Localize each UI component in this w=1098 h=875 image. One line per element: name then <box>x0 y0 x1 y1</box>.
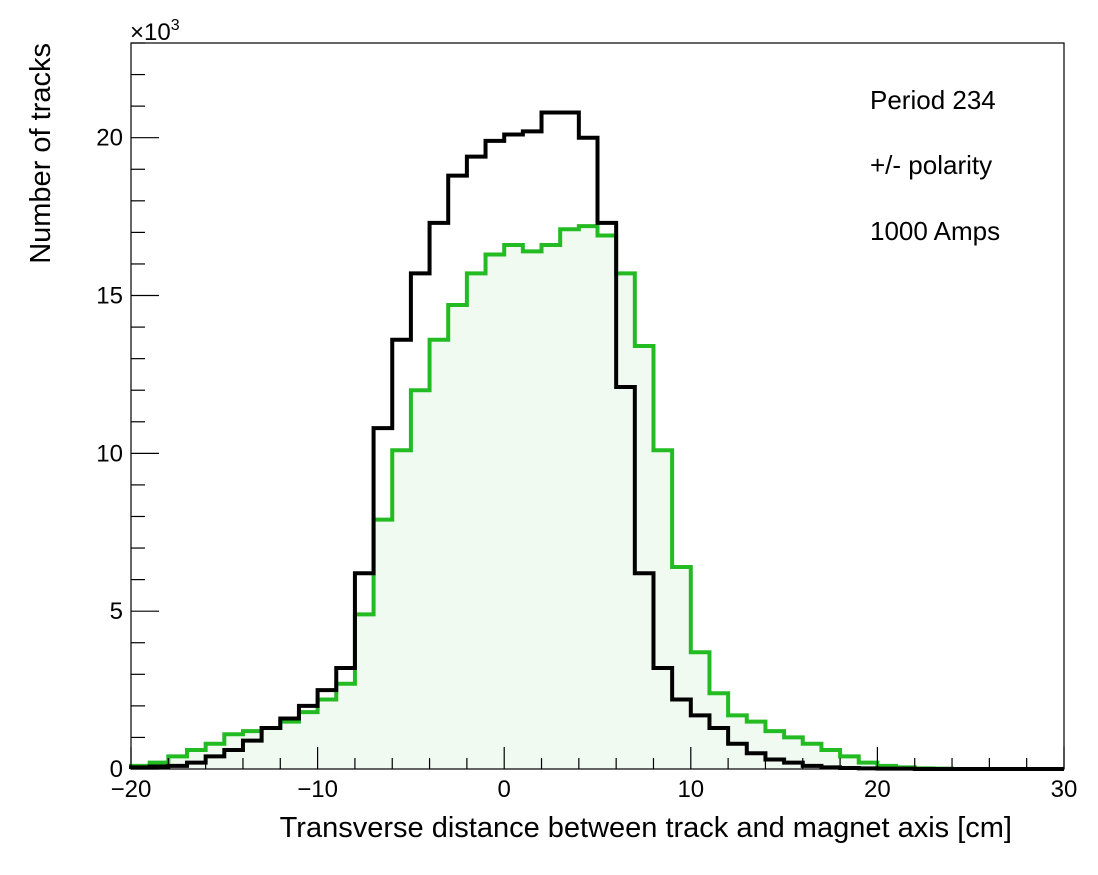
y-tick-label: 10 <box>96 440 123 467</box>
x-tick-label: 30 <box>1051 776 1078 803</box>
y-tick-label: 5 <box>110 598 123 625</box>
annotation-polarity: +/- polarity <box>870 150 992 180</box>
y-axis-title: Number of tracks <box>25 43 57 264</box>
axis-ticks <box>130 42 1065 770</box>
y-multiplier-exponent: 3 <box>171 17 180 34</box>
series-fills <box>131 226 1064 770</box>
x-axis-title: Transverse distance between track and ma… <box>280 812 1012 844</box>
x-tick-label: 0 <box>498 776 511 803</box>
x-tick-label: −20 <box>111 776 152 803</box>
x-tick-label: −10 <box>297 776 338 803</box>
y-tick-label: 15 <box>96 283 123 310</box>
y-tick-labels: 0 5 10 15 20 <box>96 125 123 783</box>
annotation-current: 1000 Amps <box>870 216 1000 246</box>
y-tick-label: 0 <box>110 756 123 783</box>
annotation-period: Period 234 <box>870 85 996 115</box>
series-1-fill <box>131 226 1064 770</box>
y-multiplier-label: ×103 <box>130 17 180 46</box>
x-tick-label: 10 <box>677 776 704 803</box>
plot-frame <box>130 42 1065 770</box>
x-tick-labels: −20 −10 0 10 20 30 <box>111 776 1078 803</box>
x-tick-label: 20 <box>864 776 891 803</box>
y-tick-label: 20 <box>96 125 123 152</box>
